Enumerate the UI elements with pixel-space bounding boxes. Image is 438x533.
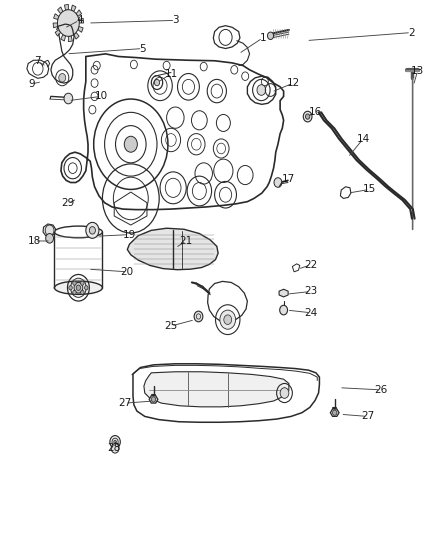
Circle shape [76, 285, 81, 290]
Circle shape [81, 281, 84, 285]
Circle shape [46, 233, 53, 243]
Circle shape [110, 435, 120, 448]
Circle shape [280, 305, 288, 315]
Polygon shape [330, 409, 339, 416]
Circle shape [224, 315, 232, 325]
Text: 19: 19 [123, 230, 136, 240]
Polygon shape [279, 289, 288, 297]
Polygon shape [61, 35, 66, 41]
Polygon shape [74, 33, 79, 39]
Polygon shape [64, 4, 68, 10]
Circle shape [85, 286, 88, 290]
Text: 28: 28 [108, 443, 121, 453]
Text: 1: 1 [259, 33, 266, 43]
Text: 21: 21 [180, 236, 193, 246]
Text: 17: 17 [281, 174, 295, 184]
Polygon shape [55, 30, 60, 36]
Ellipse shape [54, 281, 102, 294]
Text: 12: 12 [286, 78, 300, 88]
Circle shape [89, 227, 95, 234]
Circle shape [86, 222, 99, 238]
Polygon shape [53, 23, 58, 28]
Circle shape [73, 281, 76, 285]
Circle shape [220, 310, 236, 329]
Polygon shape [78, 27, 83, 33]
Circle shape [69, 286, 72, 290]
Polygon shape [79, 18, 84, 23]
Polygon shape [43, 224, 56, 237]
Polygon shape [144, 372, 289, 407]
Circle shape [73, 290, 76, 295]
Circle shape [124, 136, 138, 152]
Circle shape [194, 311, 203, 322]
Circle shape [114, 440, 117, 443]
Text: 13: 13 [411, 66, 424, 76]
Circle shape [280, 387, 289, 398]
Circle shape [151, 397, 155, 402]
Circle shape [257, 85, 266, 95]
Text: 14: 14 [357, 134, 370, 144]
Text: 24: 24 [304, 308, 317, 318]
Circle shape [74, 282, 83, 293]
Text: 10: 10 [95, 91, 108, 101]
Text: 2: 2 [408, 28, 414, 38]
Text: 18: 18 [28, 236, 41, 246]
Text: 20: 20 [121, 267, 134, 277]
Text: 27: 27 [119, 398, 132, 408]
Text: 9: 9 [28, 79, 35, 89]
Text: 25: 25 [164, 321, 177, 331]
Text: 26: 26 [374, 385, 387, 395]
Circle shape [111, 443, 119, 453]
Circle shape [59, 74, 66, 82]
Circle shape [81, 290, 84, 295]
Circle shape [274, 177, 282, 187]
Text: 7: 7 [35, 56, 41, 66]
Polygon shape [53, 14, 59, 20]
Text: 16: 16 [308, 107, 321, 117]
Circle shape [64, 93, 73, 104]
Text: 27: 27 [361, 411, 374, 422]
Polygon shape [76, 10, 81, 17]
Circle shape [305, 114, 310, 119]
Polygon shape [149, 395, 158, 403]
Text: 3: 3 [172, 15, 179, 26]
Polygon shape [57, 7, 63, 14]
Circle shape [154, 79, 159, 86]
Circle shape [303, 111, 312, 122]
Text: 22: 22 [304, 260, 317, 270]
Polygon shape [68, 36, 72, 42]
Text: 5: 5 [139, 44, 146, 53]
Text: 4: 4 [76, 15, 83, 26]
Polygon shape [71, 5, 76, 12]
Circle shape [332, 410, 337, 415]
Circle shape [57, 10, 79, 36]
Text: 29: 29 [62, 198, 75, 208]
Circle shape [268, 32, 274, 39]
Text: 11: 11 [164, 69, 177, 79]
Polygon shape [127, 228, 218, 270]
Text: 23: 23 [304, 286, 317, 296]
Text: 15: 15 [363, 184, 376, 195]
